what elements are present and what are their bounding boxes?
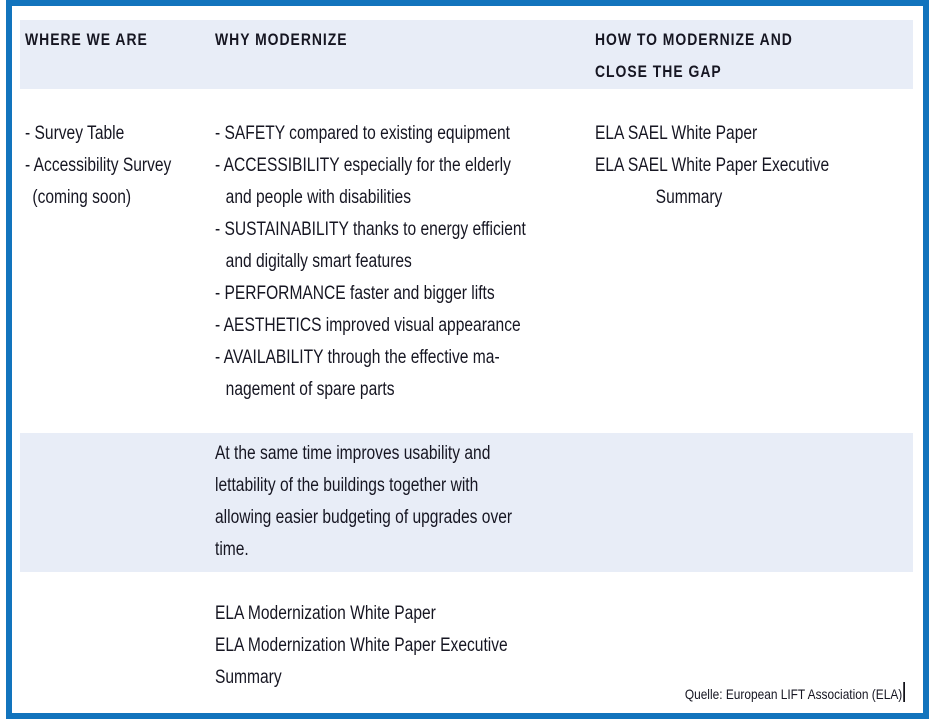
bullet-availability: - AVAILABILITY through the effective ma-	[215, 347, 500, 368]
table-frame	[6, 0, 929, 719]
bullet-performance: - PERFORMANCE faster and bigger lifts	[215, 283, 495, 304]
list-item-coming-soon: (coming soon)	[32, 187, 132, 208]
paper-ela-sael-executive: ELA SAEL White Paper Executive	[595, 155, 830, 176]
header-line-2: CLOSE THE GAP	[595, 62, 722, 81]
bottom-papers-list: ELA Modernization White Paper ELA Modern…	[215, 598, 508, 694]
bullet-sustainability-cont: and digitally smart features	[225, 251, 412, 272]
column-header-how-to-modernize: HOW TO MODERNIZE AND CLOSE THE GAP	[595, 24, 793, 88]
list-item-accessibility-survey: - Accessibility Survey	[25, 155, 172, 176]
bullet-accessibility-cont: and people with disabilities	[225, 187, 412, 208]
source-note: Quelle: European LIFT Association (ELA)	[685, 682, 905, 704]
highlight-line-1: At the same time improves usability and	[215, 443, 491, 464]
highlight-line-4: time.	[215, 539, 249, 560]
highlight-paragraph: At the same time improves usability and …	[215, 438, 512, 566]
paper-ela-sael: ELA SAEL White Paper	[595, 123, 758, 144]
where-we-are-list: - Survey Table - Accessibility Survey (c…	[25, 118, 171, 214]
column-header-where-we-are: WHERE WE ARE	[25, 30, 148, 49]
source-label: Quelle: European LIFT Association (ELA)	[685, 686, 903, 702]
highlight-line-3: allowing easier budgeting of upgrades ov…	[215, 507, 513, 528]
bullet-accessibility: - ACCESSIBILITY especially for the elder…	[215, 155, 511, 176]
bullet-aesthetics: - AESTHETICS improved visual appearance	[215, 315, 521, 336]
highlight-band	[20, 433, 913, 572]
highlight-line-2: lettability of the buildings together wi…	[215, 475, 479, 496]
list-item-survey-table: - Survey Table	[25, 123, 125, 144]
paper-ela-modernization: ELA Modernization White Paper	[215, 603, 436, 624]
why-modernize-list: - SAFETY compared to existing equipment …	[215, 118, 526, 406]
paper-ela-modernization-executive: ELA Modernization White Paper Executive	[215, 635, 508, 656]
column-header-why-modernize: WHY MODERNIZE	[215, 30, 348, 49]
header-band	[20, 20, 913, 89]
bullet-safety: - SAFETY compared to existing equipment	[215, 123, 511, 144]
text-cursor	[903, 682, 905, 702]
paper-ela-modernization-summary: Summary	[215, 667, 282, 688]
how-to-modernize-list: ELA SAEL White Paper ELA SAEL White Pape…	[595, 118, 829, 214]
paper-ela-sael-summary: Summary	[655, 187, 723, 208]
header-line-1: HOW TO MODERNIZE AND	[595, 30, 793, 49]
bullet-sustainability: - SUSTAINABILITY thanks to energy effici…	[215, 219, 526, 240]
bullet-availability-cont: nagement of spare parts	[225, 379, 395, 400]
